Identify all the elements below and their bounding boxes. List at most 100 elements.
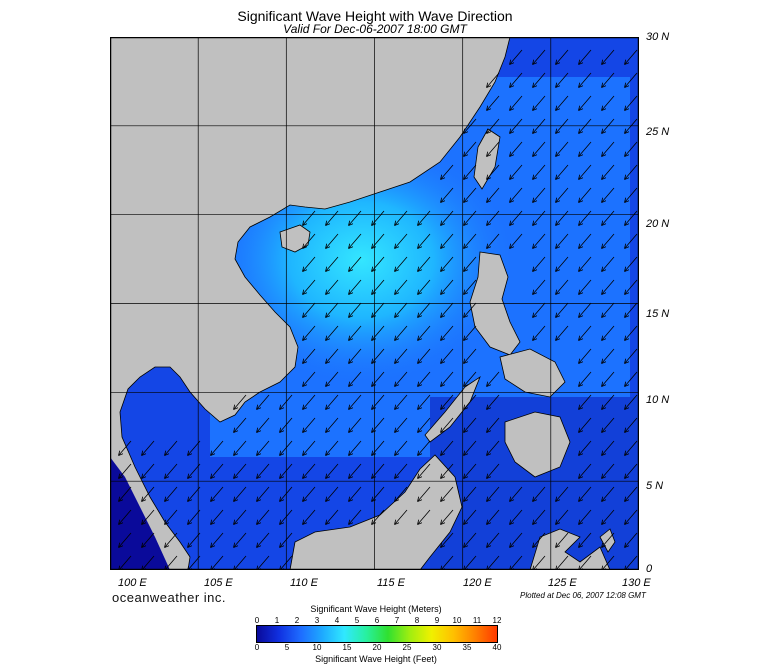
wave-arrow <box>602 210 615 225</box>
wave-arrow <box>625 187 638 202</box>
wave-arrow <box>625 440 638 455</box>
wave-arrow <box>418 394 431 409</box>
wave-arrow <box>625 256 638 271</box>
wave-arrow <box>464 348 477 363</box>
wave-arrow <box>533 532 546 547</box>
wave-arrow <box>372 417 385 432</box>
wave-arrow <box>556 164 569 179</box>
wave-arrow <box>487 509 500 524</box>
wave-arrow <box>464 187 477 202</box>
wave-arrow <box>625 72 638 87</box>
wave-arrow <box>487 72 500 87</box>
wave-arrow <box>280 486 293 501</box>
wave-arrow <box>556 187 569 202</box>
wave-arrow <box>349 279 362 294</box>
wave-arrow <box>487 95 500 110</box>
wave-arrow <box>211 509 224 524</box>
wave-arrow <box>303 417 316 432</box>
legend-feet-title: Significant Wave Height (Feet) <box>315 654 437 664</box>
map-frame <box>110 37 639 570</box>
wave-arrow <box>326 417 339 432</box>
wave-arrow <box>418 440 431 455</box>
wave-arrow <box>418 302 431 317</box>
wave-arrow <box>280 555 293 570</box>
wave-arrow <box>395 394 408 409</box>
wave-arrow <box>441 256 454 271</box>
wave-arrow <box>165 463 178 478</box>
wave-arrow <box>556 279 569 294</box>
wave-height-map <box>110 37 639 570</box>
wave-arrow <box>602 187 615 202</box>
wave-arrow <box>625 486 638 501</box>
wave-arrow <box>510 210 523 225</box>
wave-arrow <box>487 371 500 386</box>
wave-arrow <box>326 233 339 248</box>
wave-arrow <box>625 49 638 64</box>
wave-arrow <box>441 210 454 225</box>
wave-arrow <box>188 463 201 478</box>
wave-arrow <box>464 256 477 271</box>
wave-arrow <box>395 233 408 248</box>
wave-arrow <box>464 210 477 225</box>
wave-arrow <box>349 348 362 363</box>
wave-arrow <box>303 509 316 524</box>
wave-arrow <box>418 486 431 501</box>
lon-label-110e: 110 E <box>290 577 318 589</box>
wave-arrow <box>326 394 339 409</box>
wave-arrow <box>349 486 362 501</box>
wave-arrow <box>349 302 362 317</box>
andaman-water <box>110 457 170 570</box>
wave-arrow <box>464 486 477 501</box>
wave-arrow <box>464 164 477 179</box>
wave-arrow <box>602 325 615 340</box>
visayas-islands <box>499 348 566 398</box>
wave-arrow <box>372 348 385 363</box>
wave-arrow <box>280 532 293 547</box>
wave-arrow <box>625 555 638 570</box>
wave-arrow <box>418 509 431 524</box>
wave-arrow <box>602 486 615 501</box>
wave-arrow <box>372 256 385 271</box>
wave-arrow <box>441 187 454 202</box>
wave-arrow <box>533 95 546 110</box>
wave-arrow <box>533 256 546 271</box>
lat-label-15n: 15 N <box>646 308 670 320</box>
wave-arrow <box>303 440 316 455</box>
wave-arrow <box>395 348 408 363</box>
wave-arrow <box>441 417 454 432</box>
wave-arrow <box>395 417 408 432</box>
wave-arrow <box>303 233 316 248</box>
wave-arrow <box>280 394 293 409</box>
meter-tick: 1 <box>274 616 280 625</box>
wave-arrow <box>487 394 500 409</box>
wave-arrow <box>119 509 132 524</box>
wave-arrow <box>625 532 638 547</box>
wave-arrow <box>188 555 201 570</box>
wave-arrow <box>349 371 362 386</box>
wave-arrow <box>395 325 408 340</box>
wave-arrow <box>441 233 454 248</box>
lon-label-120e: 120 E <box>463 577 492 589</box>
wave-arrow <box>211 463 224 478</box>
wave-arrow <box>625 118 638 133</box>
wave-arrow <box>487 555 500 570</box>
wave-arrow <box>349 325 362 340</box>
wave-arrow <box>602 256 615 271</box>
lon-label-130e: 130 E <box>622 577 651 589</box>
meter-tick: 2 <box>294 616 300 625</box>
wave-arrow <box>533 486 546 501</box>
meter-tick: 4 <box>334 616 340 625</box>
wave-arrow <box>625 348 638 363</box>
wave-arrow <box>326 509 339 524</box>
wave-arrow <box>602 118 615 133</box>
wave-arrow <box>533 72 546 87</box>
feet-tick: 20 <box>372 643 382 652</box>
wave-arrow <box>349 256 362 271</box>
wave-arrow <box>602 95 615 110</box>
wave-arrow <box>464 532 477 547</box>
wave-arrow <box>303 486 316 501</box>
wave-arrow <box>188 486 201 501</box>
wave-arrow <box>234 509 247 524</box>
wave-arrow <box>441 486 454 501</box>
wave-arrow <box>326 463 339 478</box>
